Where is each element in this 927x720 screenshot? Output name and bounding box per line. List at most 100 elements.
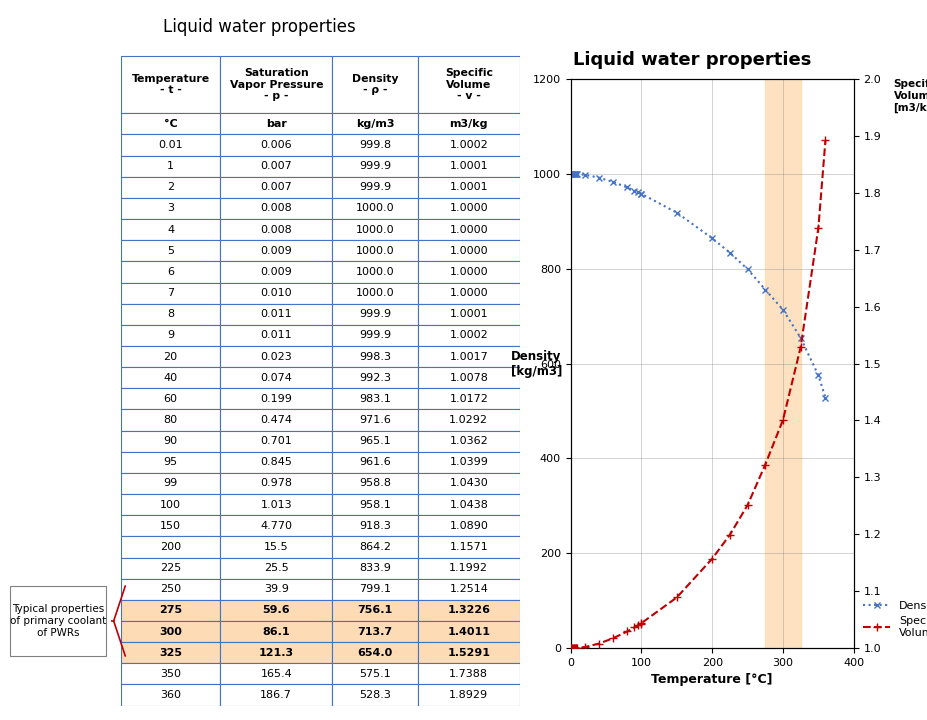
Bar — [221, 261, 332, 282]
Bar — [417, 282, 519, 304]
Bar — [332, 663, 417, 685]
Bar — [121, 56, 221, 113]
Text: 918.3: 918.3 — [359, 521, 390, 531]
Text: 1.7388: 1.7388 — [449, 669, 488, 679]
Text: Density
[kg/m3]: Density [kg/m3] — [511, 350, 562, 377]
Bar — [121, 663, 221, 685]
Text: 300: 300 — [159, 626, 182, 636]
Text: 0.199: 0.199 — [260, 394, 292, 404]
Bar — [332, 367, 417, 388]
Bar — [221, 304, 332, 325]
Bar — [121, 642, 221, 663]
Bar — [121, 346, 221, 367]
Text: 1000.0: 1000.0 — [355, 246, 394, 256]
Text: 7: 7 — [167, 288, 174, 298]
Text: °C: °C — [163, 119, 177, 129]
Bar — [417, 388, 519, 410]
Text: 999.9: 999.9 — [359, 161, 390, 171]
Bar — [221, 663, 332, 685]
Text: 225: 225 — [159, 563, 181, 573]
Bar — [417, 516, 519, 536]
Text: 1.0000: 1.0000 — [449, 267, 488, 277]
Bar — [332, 579, 417, 600]
Bar — [417, 663, 519, 685]
Bar — [121, 600, 221, 621]
Text: 1.0890: 1.0890 — [449, 521, 488, 531]
Text: 965.1: 965.1 — [359, 436, 390, 446]
Text: 1000.0: 1000.0 — [355, 204, 394, 213]
Bar — [121, 388, 221, 410]
Text: 1.0362: 1.0362 — [449, 436, 488, 446]
Text: 0.023: 0.023 — [260, 351, 292, 361]
Bar — [417, 579, 519, 600]
Bar — [417, 198, 519, 219]
Text: Specific
Volume
- v -: Specific Volume - v - — [444, 68, 492, 101]
Text: 1.0017: 1.0017 — [449, 351, 488, 361]
Bar — [221, 410, 332, 431]
Bar — [121, 431, 221, 451]
Text: 325: 325 — [159, 648, 182, 657]
Text: 1.0002: 1.0002 — [449, 140, 488, 150]
Bar — [765, 79, 800, 648]
X-axis label: Temperature [°C]: Temperature [°C] — [651, 673, 772, 686]
Text: 350: 350 — [159, 669, 181, 679]
Bar — [121, 325, 221, 346]
Bar — [332, 282, 417, 304]
Bar — [121, 557, 221, 579]
Bar — [417, 219, 519, 240]
Text: 999.9: 999.9 — [359, 310, 390, 319]
Text: 0.074: 0.074 — [260, 373, 292, 383]
Bar — [221, 156, 332, 176]
Bar — [332, 473, 417, 494]
Text: 80: 80 — [163, 415, 177, 425]
Bar — [417, 156, 519, 176]
FancyBboxPatch shape — [10, 586, 106, 656]
Text: 1000.0: 1000.0 — [355, 225, 394, 235]
Text: 165.4: 165.4 — [260, 669, 292, 679]
Text: 713.7: 713.7 — [357, 626, 392, 636]
Bar — [221, 600, 332, 621]
Bar — [121, 219, 221, 240]
Bar — [332, 113, 417, 135]
Bar — [417, 621, 519, 642]
Bar — [221, 685, 332, 706]
Bar — [332, 388, 417, 410]
Bar — [121, 261, 221, 282]
Text: 2: 2 — [167, 182, 174, 192]
Text: 1000.0: 1000.0 — [355, 267, 394, 277]
Text: 0.011: 0.011 — [260, 330, 292, 341]
Text: 200: 200 — [159, 542, 181, 552]
Text: 971.6: 971.6 — [359, 415, 390, 425]
Text: 0.474: 0.474 — [260, 415, 292, 425]
Bar — [332, 494, 417, 516]
Bar — [121, 579, 221, 600]
Bar — [221, 56, 332, 113]
Bar — [121, 135, 221, 156]
Bar — [221, 219, 332, 240]
Bar — [417, 113, 519, 135]
Text: 100: 100 — [159, 500, 181, 510]
Bar — [121, 494, 221, 516]
Bar — [332, 240, 417, 261]
Bar — [417, 600, 519, 621]
Text: 40: 40 — [163, 373, 177, 383]
Bar — [221, 346, 332, 367]
Bar — [417, 346, 519, 367]
Text: Typical properties
of primary coolant
of PWRs: Typical properties of primary coolant of… — [10, 604, 106, 638]
Text: 1.8929: 1.8929 — [449, 690, 488, 700]
Text: 20: 20 — [163, 351, 177, 361]
Text: 9: 9 — [167, 330, 174, 341]
Bar — [332, 304, 417, 325]
Bar — [332, 431, 417, 451]
Bar — [221, 621, 332, 642]
Bar — [417, 325, 519, 346]
Bar — [221, 642, 332, 663]
Text: 1.0001: 1.0001 — [449, 182, 488, 192]
Text: 654.0: 654.0 — [357, 648, 392, 657]
Bar — [417, 473, 519, 494]
Text: 0.845: 0.845 — [260, 457, 292, 467]
Bar — [332, 685, 417, 706]
Bar — [121, 156, 221, 176]
Bar — [332, 451, 417, 473]
Text: 1.0000: 1.0000 — [449, 246, 488, 256]
